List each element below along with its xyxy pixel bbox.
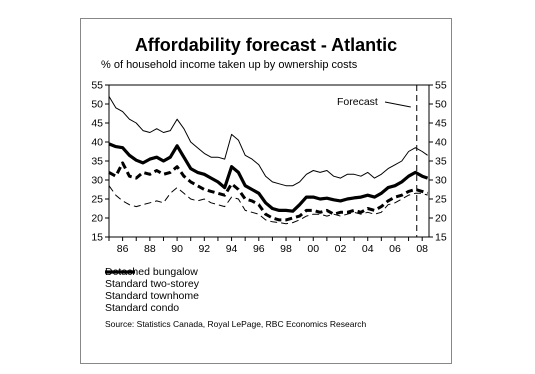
legend-label: Standard two-storey bbox=[105, 278, 199, 290]
legend-item-standard-two-storey: Standard two-storey bbox=[105, 271, 199, 290]
x-tick-label: 92 bbox=[198, 243, 210, 255]
y-tick-label-right: 40 bbox=[435, 137, 447, 149]
forecast-pointer bbox=[384, 101, 411, 108]
y-tick-label-right: 35 bbox=[435, 156, 447, 168]
y-tick-label-left: 55 bbox=[91, 80, 103, 92]
legend-item-standard-condo: Standard condo bbox=[105, 270, 199, 314]
x-tick-label: 94 bbox=[226, 243, 238, 255]
legend-swatch-thick-dash bbox=[105, 270, 135, 274]
y-tick-label-left: 15 bbox=[91, 232, 103, 244]
y-tick-label-left: 30 bbox=[91, 175, 103, 187]
series-line-standard-condo bbox=[108, 161, 429, 222]
y-tick-label-left: 35 bbox=[91, 156, 103, 168]
y-tick-label-right: 45 bbox=[435, 118, 447, 130]
series-line-standard-two-storey bbox=[108, 96, 428, 187]
chart-panel: Affordability forecast - Atlantic % of h… bbox=[80, 18, 452, 364]
legend-label: Standard townhome bbox=[105, 290, 199, 302]
chart-title: Affordability forecast - Atlantic bbox=[134, 35, 398, 55]
line-chart: 15 15 20 20 25 25 30 30 35 35 40 40 45 45 50 50 55 55 86 88… bbox=[91, 80, 447, 256]
forecast-label: Forecast bbox=[337, 96, 378, 108]
x-tick-label: 96 bbox=[253, 243, 265, 255]
x-tick-label: 90 bbox=[171, 243, 183, 255]
source-note: Source: Statistics Canada, Royal LePage,… bbox=[105, 319, 367, 329]
y-tick-label-left: 20 bbox=[91, 213, 103, 225]
legend: Detached bungalow Standard two-storey St… bbox=[105, 266, 199, 314]
x-tick-label: 88 bbox=[144, 243, 156, 255]
legend-label: Standard condo bbox=[105, 302, 180, 314]
y-tick-label-left: 25 bbox=[91, 194, 103, 206]
y-tick-label-right: 20 bbox=[435, 213, 447, 225]
y-tick-label-right: 25 bbox=[435, 194, 447, 206]
chart-subtitle: % of household income taken up by owners… bbox=[101, 59, 358, 71]
y-tick-label-right: 15 bbox=[435, 232, 447, 244]
series-line-detached-bungalow bbox=[108, 142, 429, 213]
legend-item-standard-townhome: Standard townhome bbox=[105, 271, 199, 302]
y-tick-label-left: 45 bbox=[91, 118, 103, 130]
y-tick-label-left: 50 bbox=[91, 99, 103, 111]
x-tick-label: 98 bbox=[280, 243, 292, 255]
y-tick-label-right: 30 bbox=[435, 175, 447, 187]
x-tick-label: 02 bbox=[335, 243, 347, 255]
legend-label: Detached bungalow bbox=[105, 266, 198, 278]
plot-area bbox=[108, 84, 430, 238]
x-tick-label: 06 bbox=[389, 243, 401, 255]
x-tick-label: 04 bbox=[362, 243, 374, 255]
x-tick-label: 00 bbox=[307, 243, 319, 255]
y-tick-label-right: 50 bbox=[435, 99, 447, 111]
y-tick-label-left: 40 bbox=[91, 137, 103, 149]
x-tick-label: 86 bbox=[117, 243, 129, 255]
y-tick-label-right: 55 bbox=[435, 80, 447, 92]
x-tick-label: 08 bbox=[416, 243, 428, 255]
